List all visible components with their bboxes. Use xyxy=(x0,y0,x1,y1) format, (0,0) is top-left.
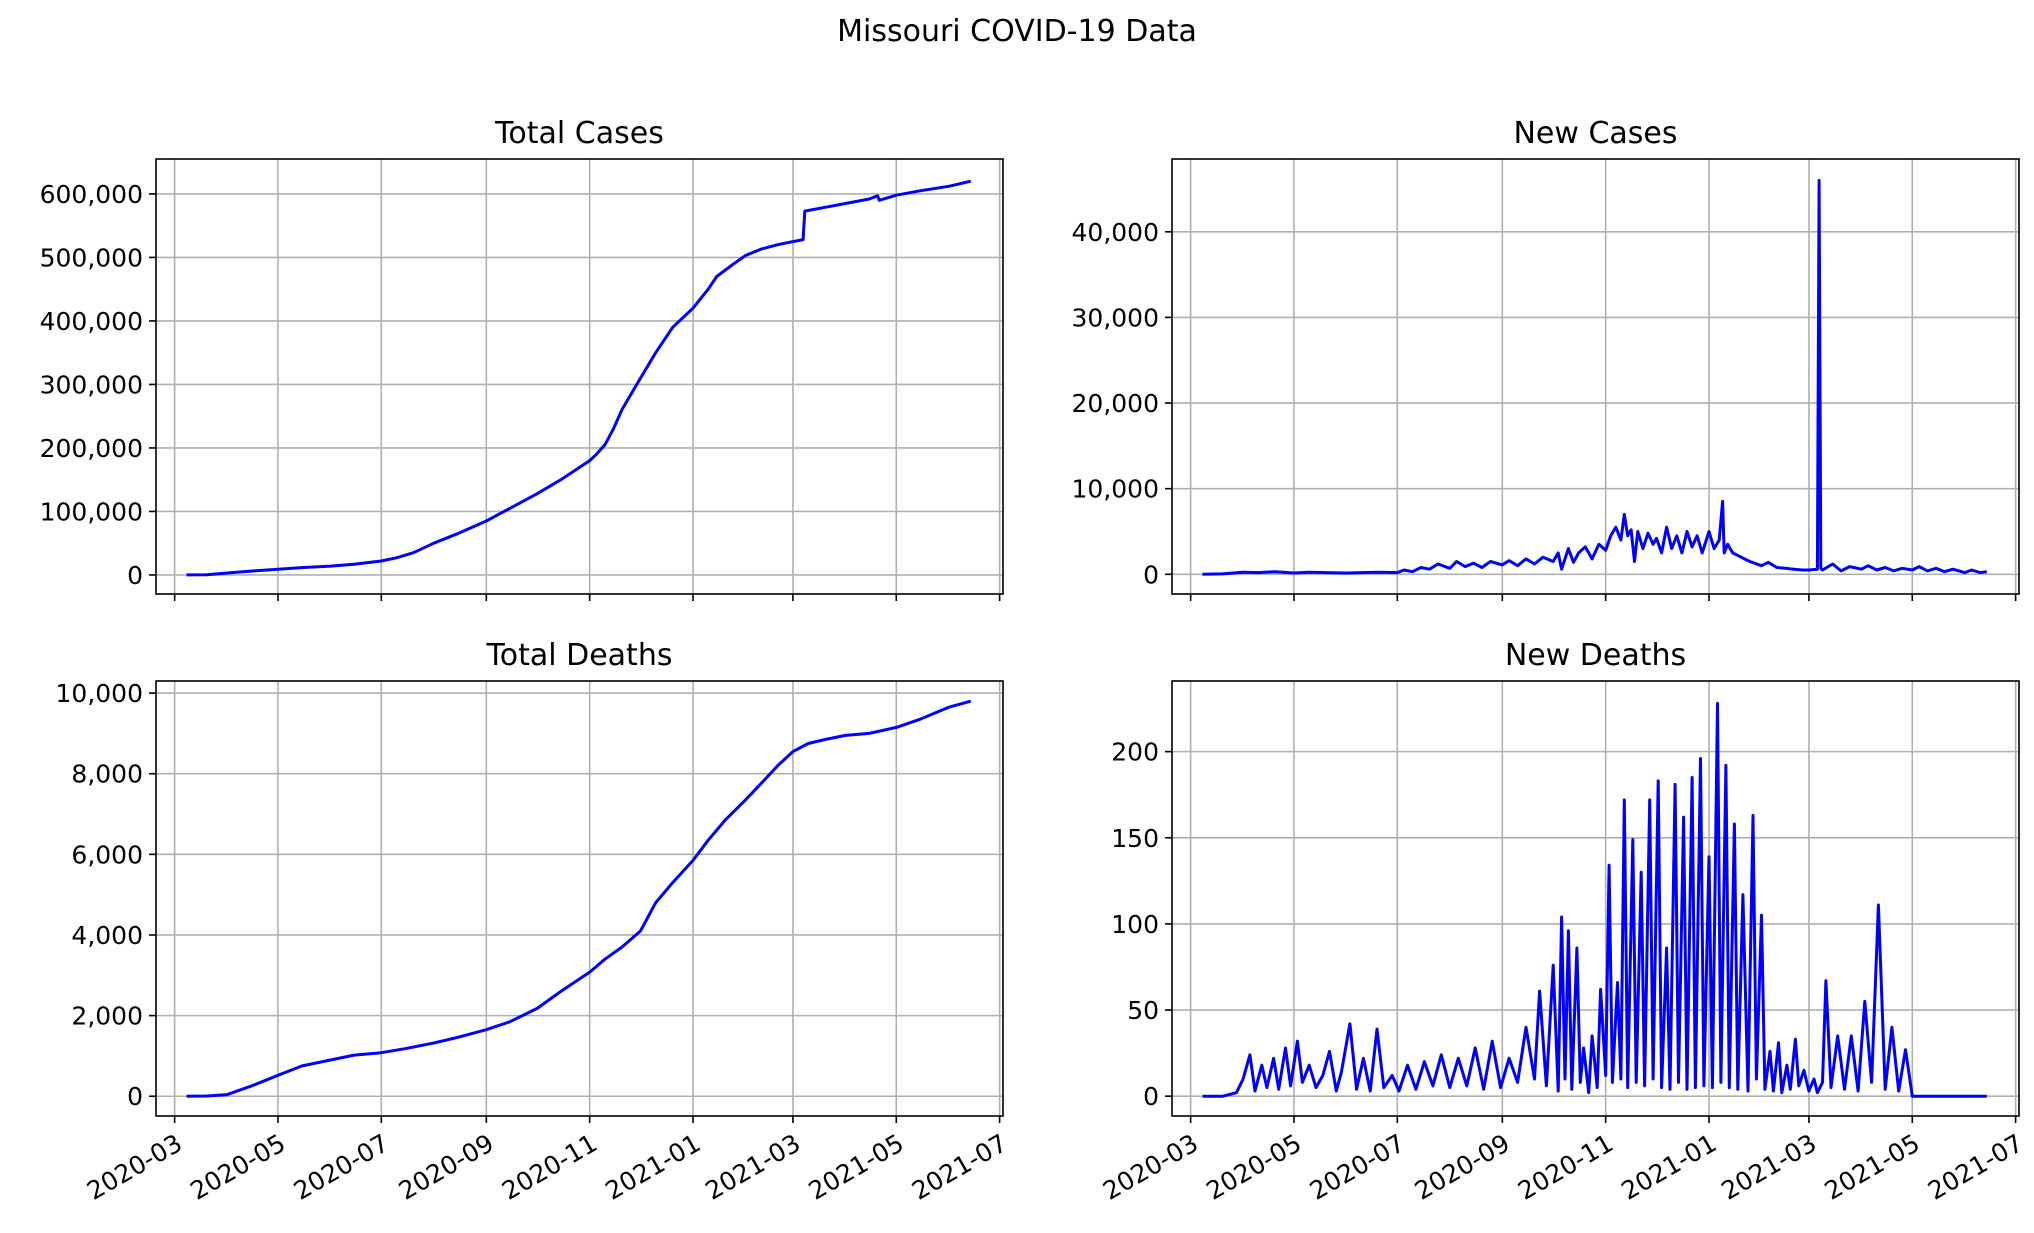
total-deaths-xtick-label-4: 2020-11 xyxy=(497,1128,602,1205)
new-deaths-ytick-label-2: 100 xyxy=(1111,910,1159,939)
new-cases-title: New Cases xyxy=(1513,116,1677,151)
new-cases-ytick-label-1: 10,000 xyxy=(1072,475,1159,504)
new-deaths-ytick-label-0: 0 xyxy=(1143,1082,1159,1111)
new-deaths-ytick-label-1: 50 xyxy=(1127,996,1159,1025)
total-cases-ytick-label-1: 100,000 xyxy=(40,497,143,526)
total-cases-ytick-label-4: 400,000 xyxy=(40,307,143,336)
new-deaths-title: New Deaths xyxy=(1505,638,1686,673)
total-deaths-xtick-label-2: 2020-07 xyxy=(289,1128,394,1205)
new-deaths-xtick-label-5: 2021-01 xyxy=(1616,1128,1721,1205)
new-deaths-xtick-label-6: 2021-03 xyxy=(1716,1128,1821,1205)
figure-title: Missouri COVID-19 Data xyxy=(837,14,1197,49)
new-cases-ytick-label-2: 20,000 xyxy=(1072,389,1159,418)
total-cases-title: Total Cases xyxy=(494,116,664,151)
total-cases-ytick-label-0: 0 xyxy=(127,561,143,590)
new-deaths-xtick-label-4: 2020-11 xyxy=(1513,1128,1618,1205)
new-deaths-xtick-label-3: 2020-09 xyxy=(1410,1128,1515,1205)
total-cases-ytick-label-5: 500,000 xyxy=(40,243,143,272)
total-cases-panel: 0 100,000 200,000 300,000 400,000 500,000 600,… xyxy=(40,116,1004,601)
total-deaths-ytick-label-0: 0 xyxy=(127,1082,143,1111)
new-cases-panel: 0 10,000 20,000 30,000 40,000 New Cases xyxy=(1072,116,2020,601)
total-deaths-panel: 02,0004,0006,0008,00010,0002020-032020-0… xyxy=(56,638,1012,1206)
total-deaths-ytick-label-4: 8,000 xyxy=(71,760,143,789)
new-deaths-axes-frame xyxy=(1171,680,2020,1117)
new-cases-ytick-label-3: 30,000 xyxy=(1072,303,1159,332)
total-deaths-axes-frame xyxy=(155,680,1004,1117)
total-deaths-xtick-label-5: 2021-01 xyxy=(600,1128,705,1205)
new-deaths-ytick-label-4: 200 xyxy=(1111,738,1159,767)
total-deaths-series-line-0 xyxy=(186,699,972,1098)
new-deaths-xtick-label-1: 2020-05 xyxy=(1201,1128,1306,1205)
total-deaths-ytick-label-5: 10,000 xyxy=(56,679,143,708)
new-cases-axes-frame xyxy=(1171,158,2020,595)
new-deaths-xtick-label-8: 2021-07 xyxy=(1923,1128,2028,1205)
total-deaths-ytick-label-2: 4,000 xyxy=(71,921,143,950)
total-deaths-xtick-label-8: 2021-07 xyxy=(907,1128,1012,1205)
total-cases-ytick-label-6: 600,000 xyxy=(40,180,143,209)
new-deaths-series-line-0 xyxy=(1202,701,1987,1098)
new-cases-ytick-label-4: 40,000 xyxy=(1072,218,1159,247)
total-deaths-title: Total Deaths xyxy=(486,638,673,673)
total-cases-axes-frame xyxy=(155,158,1004,595)
new-cases-ytick-label-0: 0 xyxy=(1143,560,1159,589)
total-deaths-xtick-label-6: 2021-03 xyxy=(700,1128,805,1205)
total-deaths-xtick-label-1: 2020-05 xyxy=(185,1128,290,1205)
new-deaths-ytick-label-3: 150 xyxy=(1111,824,1159,853)
new-cases-series-line-0 xyxy=(1202,178,1987,576)
total-deaths-ytick-label-3: 6,000 xyxy=(71,840,143,869)
total-cases-ytick-label-2: 200,000 xyxy=(40,434,143,463)
new-deaths-xtick-label-7: 2021-05 xyxy=(1820,1128,1925,1205)
total-cases-series-line-0 xyxy=(186,179,972,577)
new-deaths-xtick-label-2: 2020-07 xyxy=(1305,1128,1410,1205)
total-deaths-xtick-label-3: 2020-09 xyxy=(394,1128,499,1205)
total-deaths-ytick-label-1: 2,000 xyxy=(71,1002,143,1031)
total-deaths-xtick-label-0: 2020-03 xyxy=(82,1128,187,1205)
new-deaths-xtick-label-0: 2020-03 xyxy=(1098,1128,1203,1205)
total-cases-ytick-label-3: 300,000 xyxy=(40,370,143,399)
total-deaths-xtick-label-7: 2021-05 xyxy=(804,1128,909,1205)
